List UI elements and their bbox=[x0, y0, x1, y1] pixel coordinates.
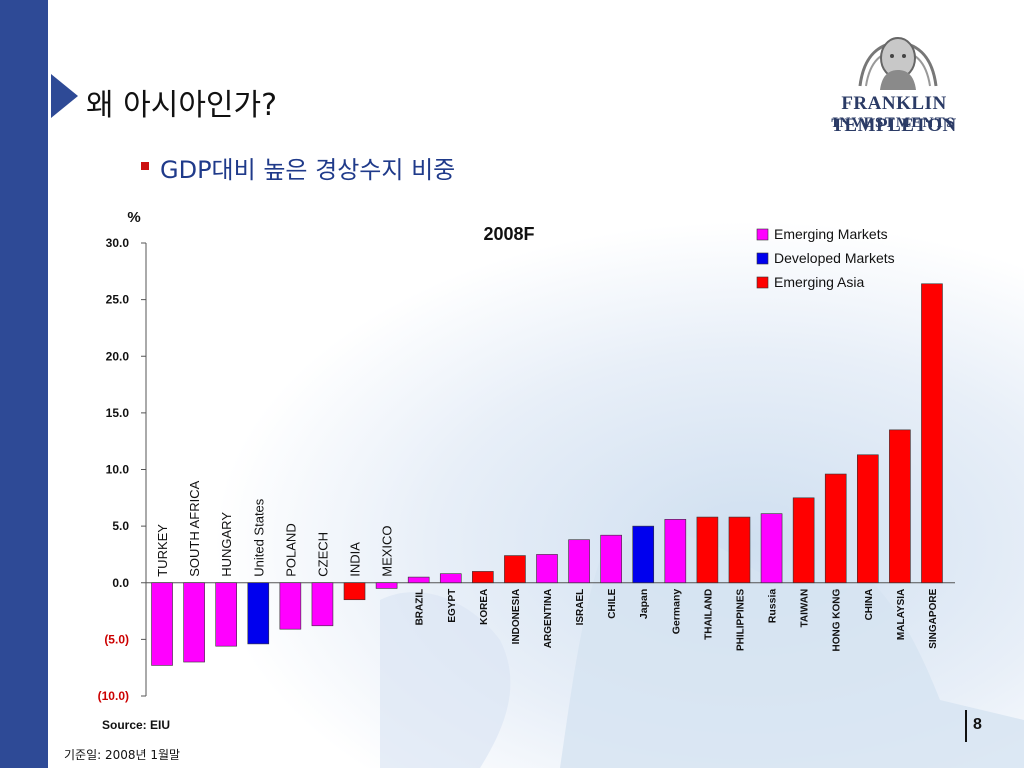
bar bbox=[536, 554, 558, 584]
category-label: PHILIPPINES bbox=[735, 588, 746, 651]
category-label: THAILAND bbox=[703, 589, 714, 640]
legend-label: Developed Markets bbox=[774, 250, 895, 266]
logo-text-line2: INVESTMENTS bbox=[832, 115, 956, 131]
bar bbox=[728, 516, 751, 584]
bullet-square-icon bbox=[141, 162, 149, 170]
category-label: INDONESIA bbox=[511, 589, 522, 645]
left-accent-bar bbox=[0, 0, 48, 768]
bar bbox=[343, 582, 366, 601]
category-label: MALAYSIA bbox=[896, 589, 907, 640]
category-label: POLAND bbox=[283, 523, 298, 576]
bar bbox=[472, 571, 494, 584]
legend-label: Emerging Markets bbox=[774, 226, 888, 242]
bar bbox=[664, 519, 687, 584]
bar bbox=[856, 454, 879, 584]
category-label: CHILE bbox=[607, 588, 618, 618]
bar bbox=[600, 534, 622, 584]
slide-title: 왜 아시아인가? bbox=[86, 88, 278, 123]
bar bbox=[183, 582, 205, 663]
y-tick-label: 10.0 bbox=[106, 463, 130, 477]
category-label: CZECH bbox=[315, 532, 330, 577]
category-label: HUNGARY bbox=[219, 512, 234, 577]
bar bbox=[375, 582, 398, 589]
legend-swatch bbox=[756, 276, 769, 289]
bar bbox=[568, 539, 590, 584]
date-basis-note: 기준일: 2008년 1월말 bbox=[64, 748, 181, 762]
bar bbox=[696, 516, 719, 584]
bar bbox=[889, 429, 911, 584]
category-label: TAIWAN bbox=[800, 589, 811, 628]
category-label: BRAZIL bbox=[415, 589, 426, 626]
y-tick-label: 20.0 bbox=[106, 349, 130, 363]
category-label: SINGAPORE bbox=[928, 588, 939, 648]
legend-swatch bbox=[756, 252, 769, 265]
bar bbox=[792, 497, 815, 584]
legend: Emerging Markets Developed Markets Emergin… bbox=[756, 226, 895, 290]
legend-swatch bbox=[756, 228, 769, 241]
logo-text-line1: FRANKLIN TEMPLETON bbox=[831, 93, 957, 136]
bar bbox=[311, 582, 334, 627]
category-label: ISRAEL bbox=[575, 589, 586, 626]
bar bbox=[215, 582, 237, 647]
page-divider bbox=[965, 710, 967, 742]
bar bbox=[921, 283, 943, 584]
bar bbox=[279, 582, 302, 630]
category-label: TURKEY bbox=[155, 524, 170, 577]
category-label: HONG KONG bbox=[832, 589, 843, 652]
page-number: 8 bbox=[973, 716, 982, 733]
bar bbox=[760, 513, 783, 584]
bullet-text: GDP대비 높은 경상수지 비중 bbox=[160, 156, 456, 184]
source-note: Source: EIU bbox=[102, 718, 171, 732]
bar bbox=[824, 473, 847, 584]
category-label: Germany bbox=[670, 589, 682, 635]
category-label: KOREA bbox=[479, 589, 490, 625]
franklin-portrait-logo-icon bbox=[858, 37, 938, 90]
y-axis-label: % bbox=[127, 209, 140, 226]
bar bbox=[407, 576, 430, 584]
bar bbox=[504, 555, 526, 584]
category-label: SOUTH AFRICA bbox=[187, 480, 202, 576]
bar bbox=[247, 582, 270, 645]
legend-label: Emerging Asia bbox=[774, 274, 864, 290]
y-tick-label: 15.0 bbox=[106, 406, 130, 420]
bar bbox=[151, 582, 173, 666]
category-label: United States bbox=[251, 498, 266, 577]
category-label: INDIA bbox=[348, 542, 363, 577]
category-label: CHINA bbox=[864, 589, 875, 621]
y-tick-label: (5.0) bbox=[104, 632, 129, 646]
title-arrow-icon bbox=[51, 74, 78, 118]
chart-title: 2008F bbox=[483, 224, 534, 244]
y-tick-label: 30.0 bbox=[106, 236, 130, 250]
category-label: Japan bbox=[638, 589, 650, 619]
y-tick-label: 5.0 bbox=[112, 519, 129, 533]
category-label: EGYPT bbox=[447, 589, 458, 623]
category-label: Russia bbox=[767, 589, 779, 624]
y-tick-label: 0.0 bbox=[112, 576, 129, 590]
category-labels: TURKEY SOUTH AFRICA HUNGARY United States PO… bbox=[155, 480, 939, 651]
y-tick-label: 25.0 bbox=[106, 293, 130, 307]
bar bbox=[632, 525, 655, 584]
category-label: ARGENTINA bbox=[543, 589, 554, 648]
bars bbox=[151, 283, 943, 666]
category-label: MEXICO bbox=[380, 525, 395, 576]
bar bbox=[439, 573, 462, 584]
y-tick-label: (10.0) bbox=[98, 689, 129, 703]
